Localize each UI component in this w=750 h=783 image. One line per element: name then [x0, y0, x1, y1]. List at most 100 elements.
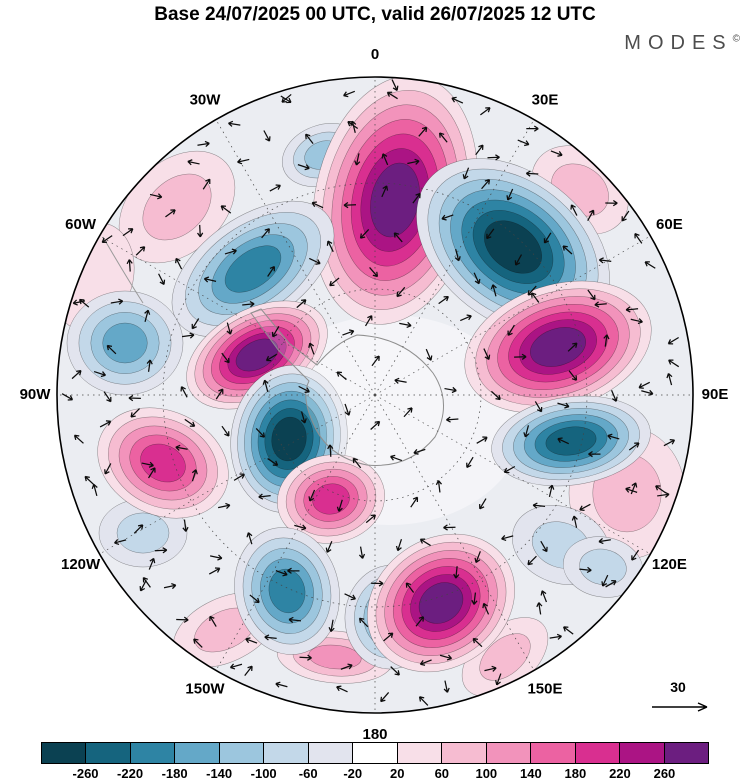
wind-arrow: [197, 140, 210, 148]
wind-arrow: [93, 370, 106, 378]
wind-arrow: [84, 475, 95, 486]
wind-arrow: [412, 192, 421, 204]
contour-band: [308, 644, 362, 670]
wind-arrow: [444, 386, 457, 394]
colorbar-cell: [574, 743, 620, 763]
wind-arrow: [336, 371, 347, 381]
wind-arrow: [287, 567, 300, 574]
wind-arrow: [390, 454, 403, 462]
wind-arrow: [358, 617, 369, 628]
wind-arrow: [514, 353, 527, 360]
wind-arrow: [221, 352, 230, 364]
colorbar-tick-label: 60: [434, 766, 450, 781]
wind-arrow: [471, 592, 478, 605]
longitude-label-120W: 120W: [61, 556, 101, 573]
wind-arrow: [191, 318, 200, 330]
wind-arrow: [550, 150, 563, 157]
wind-arrow: [482, 602, 490, 615]
wind-arrow: [106, 344, 117, 355]
wind-arrow: [281, 93, 292, 103]
wind-arrow: [180, 386, 188, 398]
wind-arrow: [579, 566, 592, 574]
vector-reference-arrow: [652, 702, 708, 712]
wind-arrow: [407, 158, 420, 165]
polar-map-canvas: 0 30E 60E 90E 120E 150E 180 150W 120W 90W 60W 30W 30: [20, 46, 729, 740]
wind-arrow: [391, 79, 399, 91]
wind-arrow: [536, 602, 543, 615]
wind-arrow: [163, 582, 177, 590]
wind-arrow: [393, 232, 403, 243]
wind-arrow: [294, 524, 307, 531]
wind-arrow: [275, 570, 288, 577]
wind-arrow: [269, 184, 281, 192]
wind-arrow: [557, 402, 570, 409]
colorbar: [41, 742, 709, 764]
wind-arrow: [579, 503, 591, 511]
wind-arrow: [628, 442, 640, 451]
wind-arrow: [296, 299, 307, 309]
wind-arrow: [193, 638, 203, 648]
wind-arrow: [490, 284, 497, 297]
colorbar-cell: [85, 743, 130, 763]
wind-arrow: [631, 549, 640, 561]
wind-arrow: [557, 437, 570, 445]
wind-arrow: [336, 685, 348, 693]
wind-arrow: [394, 377, 407, 384]
wind-arrow: [299, 654, 312, 661]
wind-arrow: [476, 436, 488, 444]
wind-arrow: [354, 153, 361, 166]
wind-arrow: [359, 228, 370, 239]
wind-arrow: [472, 637, 483, 648]
wind-arrow: [443, 524, 456, 531]
wind-arrow: [275, 681, 288, 688]
copyright-mark: ©: [732, 33, 740, 45]
wind-arrow: [300, 411, 307, 424]
wind-arrow: [203, 276, 217, 283]
wind-arrow: [263, 130, 271, 142]
colorbar-tick-label: -180: [161, 766, 188, 781]
wind-arrow: [233, 473, 245, 481]
wind-arrow: [371, 355, 380, 367]
wind-arrow: [249, 594, 260, 604]
wind-arrow: [484, 665, 497, 672]
wind-arrow: [486, 228, 495, 240]
wind-arrow: [175, 257, 183, 270]
wind-arrow: [390, 666, 400, 676]
colorbar-cell: [530, 743, 575, 763]
wind-arrow: [258, 493, 271, 500]
wind-arrow: [638, 381, 651, 389]
anomaly-blob-pos: [367, 533, 515, 673]
contour-band: [484, 220, 542, 274]
wind-arrow: [135, 246, 146, 256]
wind-arrow: [325, 541, 333, 553]
contour-band: [102, 322, 148, 364]
wind-arrow: [439, 132, 448, 143]
graticule-line: [99, 394, 376, 555]
colorbar-tick-label: 140: [520, 766, 542, 781]
wind-arrow: [418, 126, 428, 137]
wind-arrow: [342, 329, 355, 336]
wind-arrow: [610, 390, 618, 402]
wind-arrow: [246, 532, 253, 545]
wind-arrow: [308, 342, 315, 355]
colorbar-tick-label: -20: [343, 766, 363, 781]
wind-arrow: [244, 665, 253, 677]
wind-arrow: [184, 418, 196, 427]
wind-arrow: [453, 566, 460, 579]
wind-arrow: [308, 489, 316, 502]
wind-arrow: [154, 547, 168, 554]
wind-arrow: [543, 232, 552, 244]
wind-arrow: [605, 580, 617, 588]
wind-arrow: [641, 389, 654, 396]
wind-arrow: [182, 519, 189, 532]
wind-arrow: [441, 214, 454, 221]
longitude-label-30W: 30W: [190, 92, 222, 109]
anomaly-blob-neg: [491, 395, 651, 487]
wind-arrow: [99, 420, 112, 428]
wind-arrow: [165, 209, 176, 218]
colorbar-cell: [42, 743, 86, 763]
wind-arrow: [460, 314, 472, 322]
wind-arrow: [175, 444, 188, 451]
wind-arrow: [191, 469, 198, 482]
colorbar-tick-label: -60: [298, 766, 318, 781]
